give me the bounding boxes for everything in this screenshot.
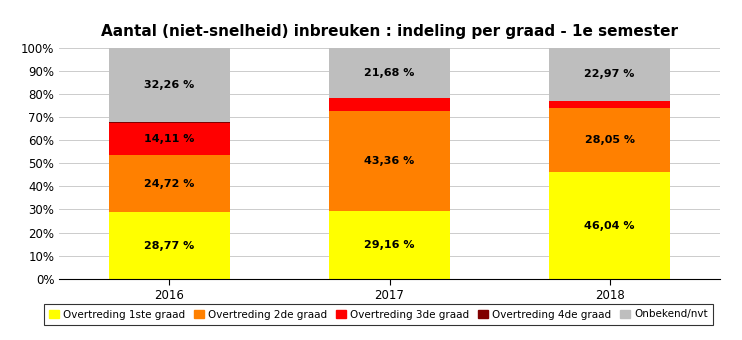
Text: 32,26 %: 32,26 % (144, 80, 194, 90)
Bar (329, 211, 450, 279)
Bar (549, 101, 670, 107)
Text: 14,11 %: 14,11 % (144, 134, 194, 144)
Bar (109, 122, 230, 155)
Text: 22,97 %: 22,97 % (585, 69, 635, 79)
Text: 24,72 %: 24,72 % (144, 179, 194, 189)
Text: 46,04 %: 46,04 % (585, 221, 635, 231)
Bar (109, 48, 230, 122)
Bar (329, 111, 450, 211)
Text: 21,68 %: 21,68 % (364, 68, 415, 78)
Bar (109, 212, 230, 279)
Title: Aantal (niet-snelheid) inbreuken : indeling per graad - 1e semester: Aantal (niet-snelheid) inbreuken : indel… (101, 24, 678, 39)
Bar (549, 48, 670, 101)
Bar (549, 172, 670, 279)
Bar (329, 98, 450, 111)
Bar (329, 48, 450, 98)
Text: 43,36 %: 43,36 % (364, 156, 415, 166)
Text: 28,05 %: 28,05 % (585, 135, 634, 145)
Bar (109, 155, 230, 212)
Text: 28,77 %: 28,77 % (144, 240, 194, 251)
Text: 29,16 %: 29,16 % (364, 240, 415, 250)
Legend: Overtreding 1ste graad, Overtreding 2de graad, Overtreding 3de graad, Overtredin: Overtreding 1ste graad, Overtreding 2de … (44, 304, 713, 325)
Bar (549, 107, 670, 172)
